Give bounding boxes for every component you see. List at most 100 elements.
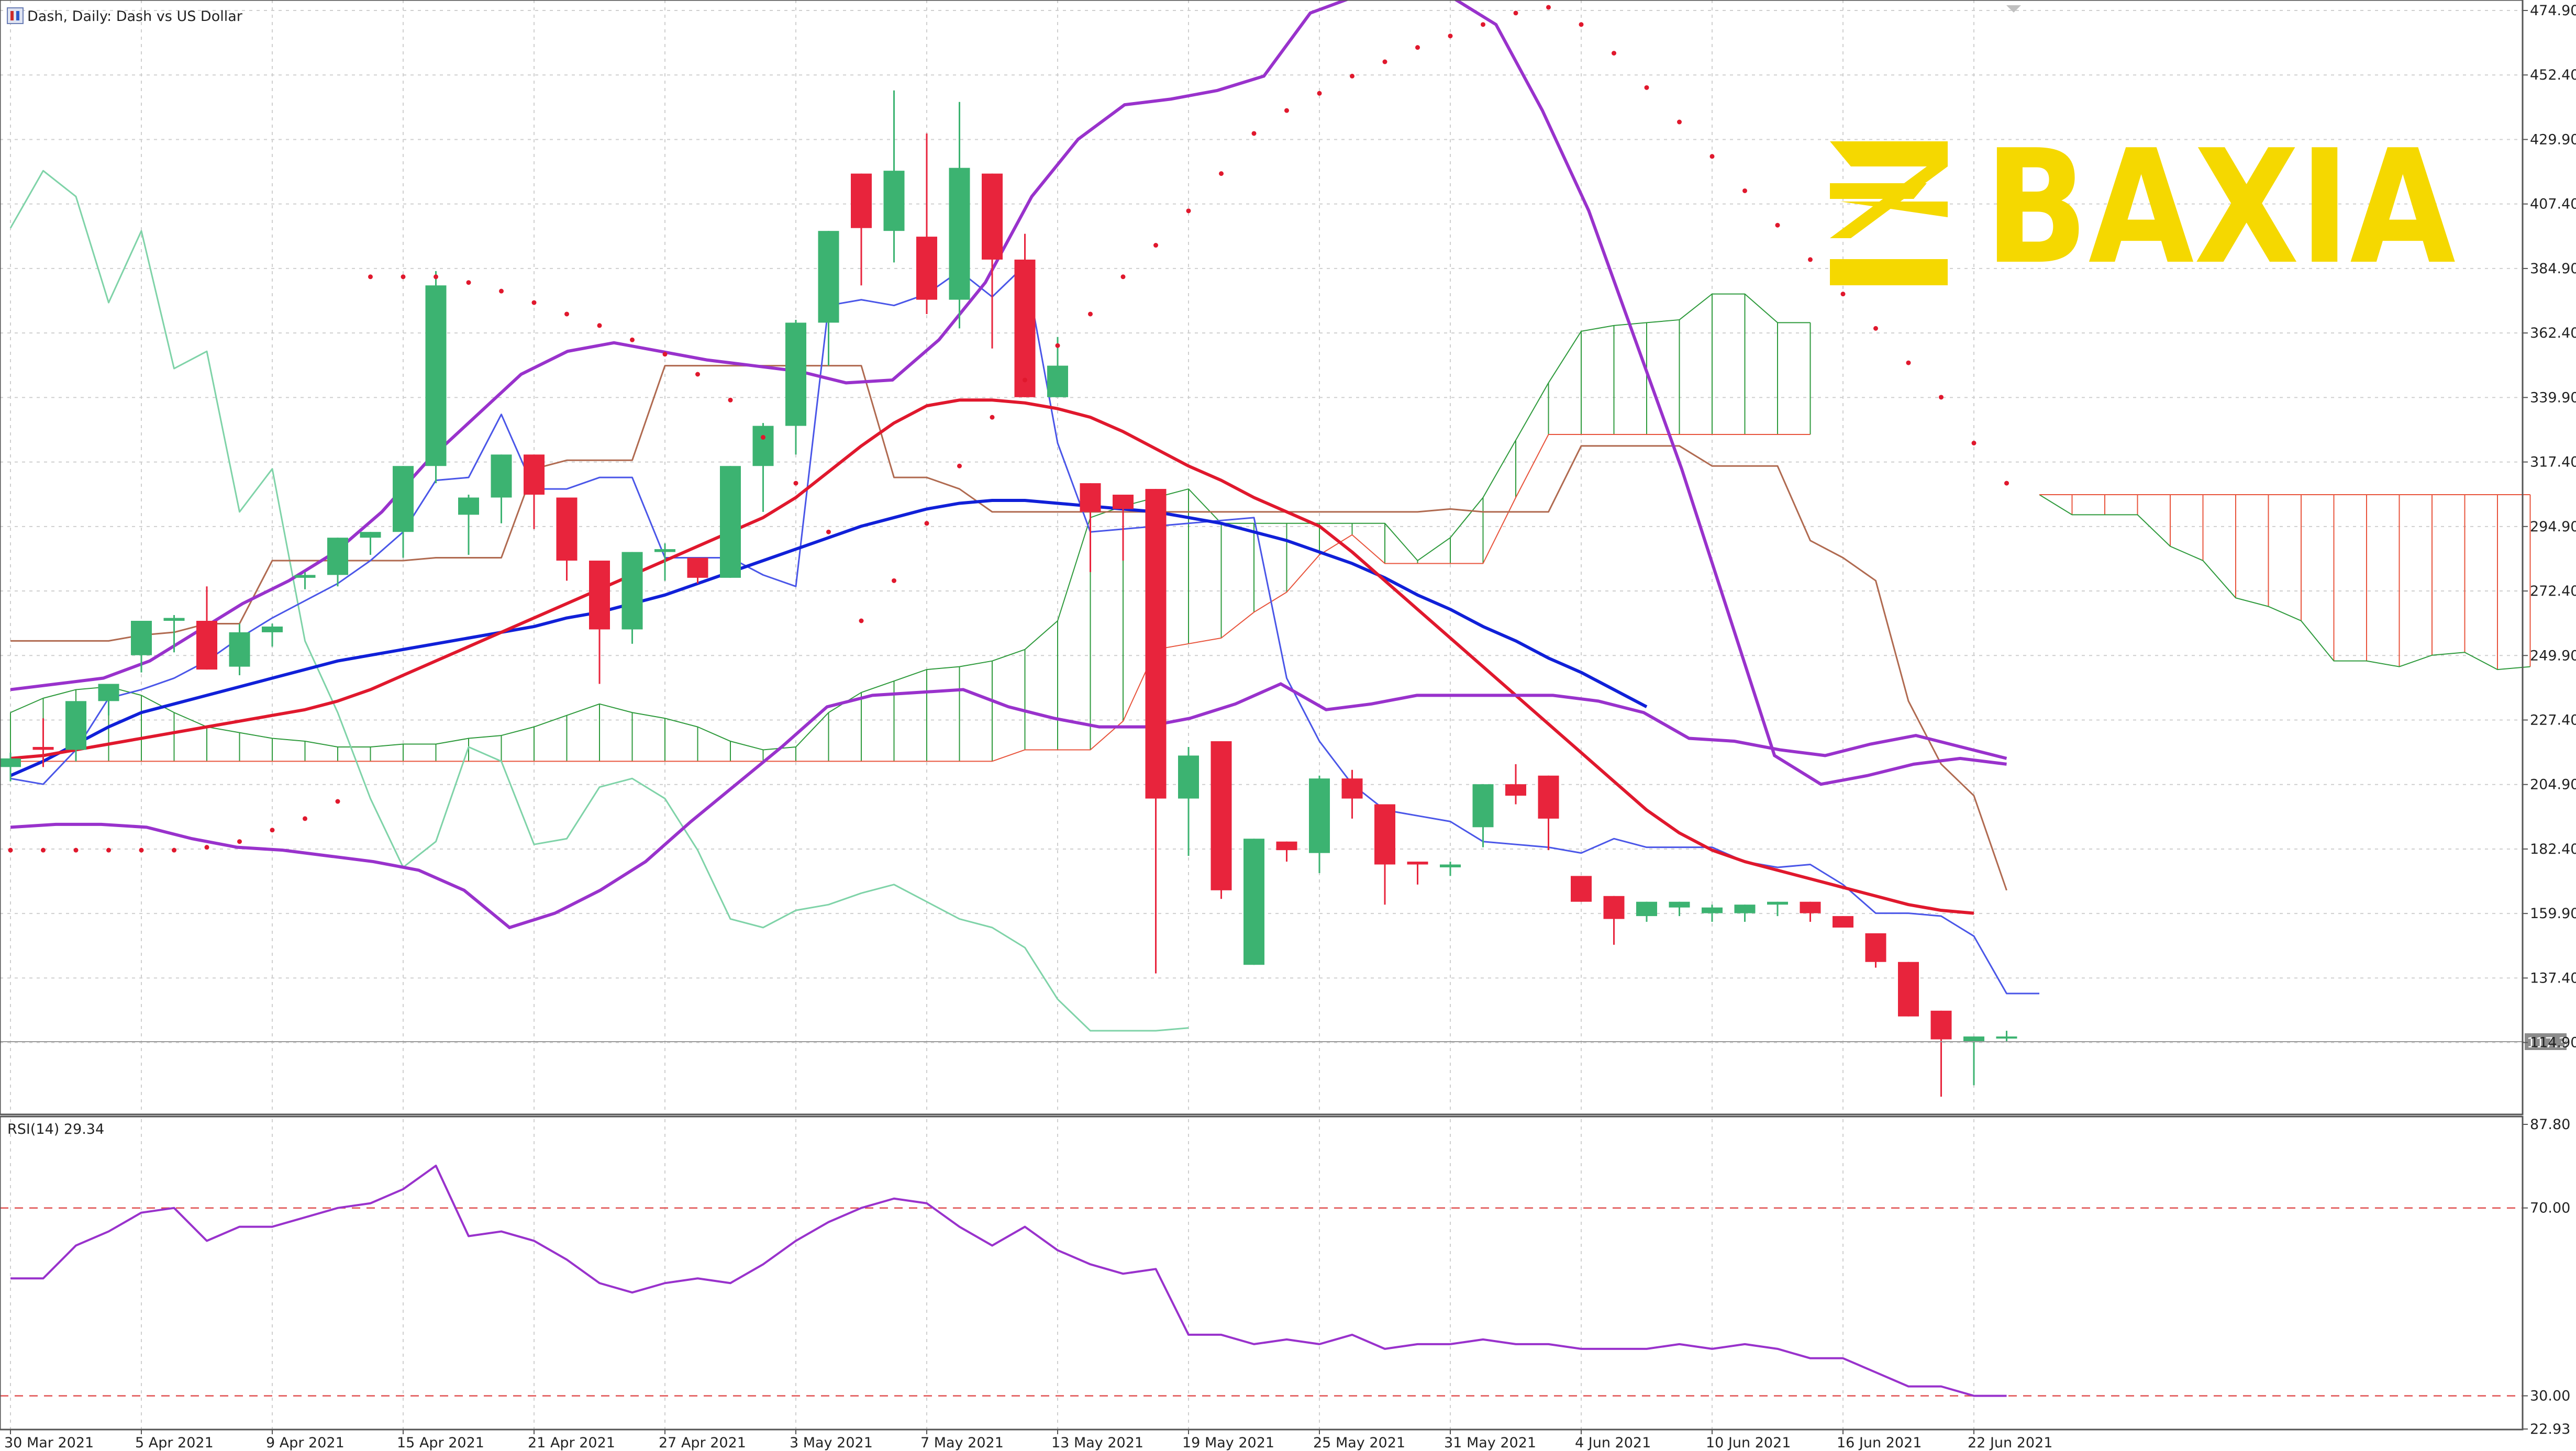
psar-dot xyxy=(793,481,798,486)
last-price-label: 117.31 xyxy=(2525,1033,2576,1051)
candle-bear xyxy=(1407,862,1428,865)
psar-dot xyxy=(1284,108,1289,113)
candle-bull xyxy=(1702,907,1723,913)
main-pane-border xyxy=(0,0,2524,1115)
time-tick-label: 3 May 2021 xyxy=(790,1435,873,1451)
psar-dot xyxy=(695,372,700,377)
psar-dot xyxy=(1612,51,1616,56)
candle-bull xyxy=(949,168,970,300)
symbol-icon xyxy=(7,7,24,24)
price-tick-label: 452.40 xyxy=(2530,67,2576,83)
psar-dot xyxy=(597,323,602,328)
time-tick-label: 15 Apr 2021 xyxy=(397,1435,484,1451)
candle-bull xyxy=(720,466,741,578)
psar-dot xyxy=(1120,274,1126,280)
rsi-gridlines xyxy=(10,1119,1974,1429)
candle-bear xyxy=(556,497,578,561)
rsi-pane xyxy=(0,1164,2523,1397)
candle-bull xyxy=(0,758,21,767)
kijun-line xyxy=(10,365,2007,891)
time-tick-label: 4 Jun 2021 xyxy=(1575,1435,1651,1451)
psar-dot xyxy=(761,434,765,440)
baxia-logo: BAXIA xyxy=(1830,116,2457,299)
scroll-marker xyxy=(2006,5,2021,13)
price-tick-label: 384.90 xyxy=(2530,261,2576,277)
psar-dot xyxy=(41,847,46,853)
psar-dot xyxy=(1415,45,1420,50)
psar-dot xyxy=(303,816,307,821)
time-tick-label: 30 Mar 2021 xyxy=(4,1435,94,1451)
candle-bull xyxy=(621,552,643,630)
psar-dot xyxy=(499,288,504,294)
candle-bear xyxy=(982,173,1003,260)
price-tick-label: 362.40 xyxy=(2530,325,2576,341)
candle-bear xyxy=(1603,896,1625,919)
candle-bear xyxy=(1374,804,1395,865)
candle-bull xyxy=(654,549,675,552)
candle-bear xyxy=(589,560,610,630)
psar-dot xyxy=(1906,360,1911,365)
psar-dot xyxy=(1939,395,1944,400)
psar-dot xyxy=(630,337,635,342)
psar-dot xyxy=(106,847,111,853)
candle-bear xyxy=(1833,916,1853,928)
candle-bear xyxy=(1571,876,1592,902)
price-tick-label: 249.90 xyxy=(2530,648,2576,664)
future-senkou-span-a xyxy=(2039,494,2530,671)
candle-bear xyxy=(1898,962,1919,1017)
price-axis: 474.90 452.40 429.90 407.40 384.90 362.40 339.… xyxy=(2523,3,2576,1051)
psar-dot xyxy=(990,415,995,420)
candle-bull xyxy=(262,626,283,632)
psar-dot xyxy=(1808,257,1813,262)
time-tick-label: 25 May 2021 xyxy=(1313,1435,1405,1451)
candle-bull xyxy=(491,454,512,498)
time-tick-label: 10 Jun 2021 xyxy=(1706,1435,1791,1451)
rsi-tick-label: 30.00 xyxy=(2530,1388,2570,1404)
price-tick-label: 317.40 xyxy=(2530,454,2576,471)
time-axis: 30 Mar 2021 5 Apr 2021 9 Apr 2021 15 Apr 20… xyxy=(4,1429,2052,1451)
candle-bear xyxy=(1800,901,1821,913)
senkou-span-b xyxy=(10,434,1811,762)
psar-dot xyxy=(434,274,438,280)
psar-dot xyxy=(1219,171,1224,176)
price-tick-label: 339.90 xyxy=(2530,389,2576,406)
candle-bull xyxy=(1472,784,1494,828)
rsi-tick-label: 22.93 xyxy=(2530,1421,2570,1437)
psar-dot xyxy=(1644,85,1649,90)
candle-bull xyxy=(458,497,479,515)
time-tick-label: 9 Apr 2021 xyxy=(266,1435,345,1451)
ma-fast-line xyxy=(10,398,1974,915)
candle-bear xyxy=(1865,933,1886,962)
price-tick-label: 159.90 xyxy=(2530,906,2576,922)
candlesticks xyxy=(0,90,2017,1097)
baxia-logo-text: BAXIA xyxy=(1984,116,2457,299)
psar-dot xyxy=(73,847,79,853)
price-tick-label: 114.90 xyxy=(2530,1035,2576,1051)
candle-bull xyxy=(1669,901,1690,908)
time-tick-label: 16 Jun 2021 xyxy=(1837,1435,1922,1451)
candle-bull xyxy=(883,171,905,231)
candle-bear xyxy=(524,454,545,495)
candle-bull xyxy=(98,684,119,701)
psar-dot xyxy=(270,828,275,833)
candle-bull xyxy=(1996,1036,2017,1039)
kijun-sen xyxy=(10,365,2007,891)
candle-bear xyxy=(1930,1010,1952,1040)
psar-dot xyxy=(237,839,242,844)
psar-dot xyxy=(1840,292,1846,297)
psar-dot xyxy=(1513,10,1518,16)
rsi-axis: 87.80 70.00 30.00 22.93 xyxy=(2523,1117,2570,1437)
price-tick-label: 204.90 xyxy=(2530,777,2576,793)
candle-bull xyxy=(229,632,250,667)
candle-bull xyxy=(1440,864,1461,867)
psar-dot xyxy=(1251,131,1257,136)
rsi-line xyxy=(10,1164,2007,1397)
price-tick-label: 227.40 xyxy=(2530,712,2576,728)
candle-bear xyxy=(1145,489,1167,799)
candle-bear xyxy=(687,557,708,578)
rsi-tick-label: 70.00 xyxy=(2530,1200,2570,1216)
psar-dot xyxy=(924,521,929,526)
psar-dot xyxy=(1153,243,1158,248)
candle-bull xyxy=(1047,365,1068,397)
price-tick-label: 407.40 xyxy=(2530,196,2576,213)
